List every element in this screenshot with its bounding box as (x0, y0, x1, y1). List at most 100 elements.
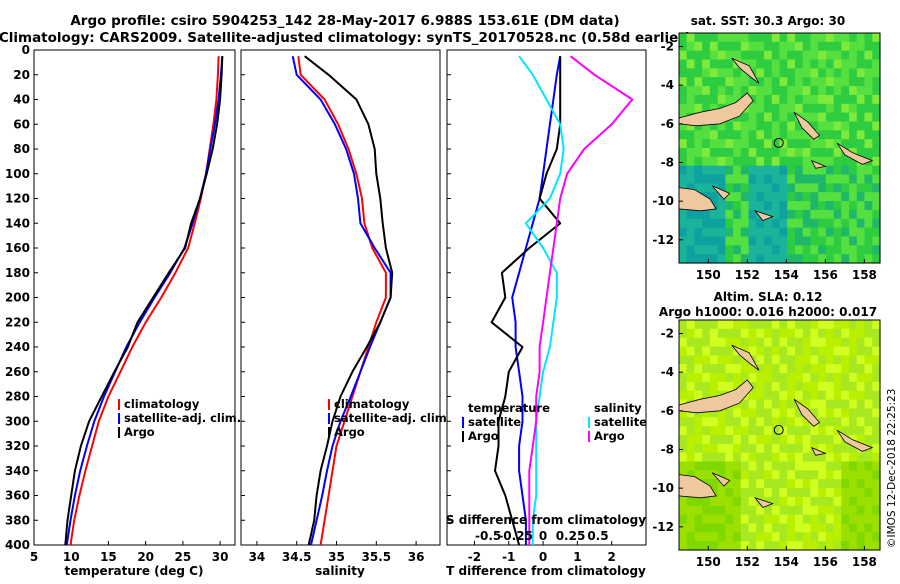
x-tick-label: 156 (813, 268, 838, 282)
legend-label: satellite-adj. clim. (124, 411, 241, 425)
y-tick-label: -12 (652, 233, 674, 247)
x-top-tick-label: -0.25 (498, 529, 533, 543)
header-line-2: Climatology: CARS2009. Satellite-adjuste… (0, 30, 691, 46)
legend-header-salinity: salinity (594, 401, 642, 415)
x-top-tick-label: 0.25 (556, 529, 586, 543)
difference-panel: -2 -1 0 1 2 -0.5-0.25 0 0.25 0.5 temperature salin… (446, 49, 647, 564)
legend-label: Argo (468, 429, 499, 443)
x-tick-label: 150 (696, 268, 721, 282)
y-tick-label: 140 (5, 216, 30, 230)
landmass (810, 159, 827, 169)
y-tick-label: 60 (13, 117, 30, 131)
y-tick-label: 360 (5, 489, 30, 503)
legend-label: Argo (124, 425, 155, 439)
p1-axes-frame (33, 49, 236, 546)
x-tick-label: -1 (502, 550, 515, 564)
p2-axes-frame (240, 49, 441, 546)
y-tick-label: -8 (661, 442, 674, 456)
x-tick-label: 0 (539, 550, 547, 564)
y-tick-label: 180 (5, 266, 30, 280)
temperature-xlabel: temperature (deg C) (65, 564, 204, 578)
salinity-xlabel: salinity (315, 564, 365, 578)
difference-xlabel-top: S difference from climatology (446, 513, 646, 527)
x-tick-label: 10 (63, 550, 80, 564)
y-tick-label: 40 (13, 93, 30, 107)
y-tick-label: -2 (661, 327, 674, 341)
series-line-salinity-satellite (518, 55, 565, 545)
legend-header-temperature: temperature (468, 401, 550, 415)
x-tick-label: 36 (408, 550, 425, 564)
legend-label: Argo (594, 429, 625, 443)
y-tick-label: -10 (652, 194, 674, 208)
x-tick-label: 5 (30, 550, 38, 564)
series-line-argo (304, 55, 394, 546)
x-tick-label: 152 (735, 268, 760, 282)
y-tick-label: 0 (22, 43, 30, 57)
sst-map-panel: 150 152 154 156 158 -2 -4 -6 -8 -10 -12 (652, 32, 881, 282)
m2-frame (678, 319, 881, 551)
landmass (836, 429, 874, 452)
x-tick-label: 156 (813, 555, 838, 569)
y-tick-label: -6 (661, 117, 674, 131)
y-tick-label: 300 (5, 414, 30, 428)
y-tick-label: -6 (661, 404, 674, 418)
landmass (678, 379, 754, 414)
legend-label: satellite (468, 415, 521, 429)
landmass (731, 344, 760, 371)
x-tick-label: 2 (608, 550, 616, 564)
legend-label: satellite-adj. clim. (334, 411, 451, 425)
temperature-panel: 0 20 40 60 80 100 120 140 160 180 200 220 240 260 280 3… (5, 43, 241, 564)
y-tick-label: 80 (13, 142, 30, 156)
landmass (793, 398, 821, 427)
x-tick-label: 34 (249, 550, 266, 564)
y-tick-label: 20 (13, 68, 30, 82)
sla-map-title-2: Argo h1000: 0.016 h2000: 0.017 (659, 305, 877, 319)
landmass (711, 472, 731, 487)
m1-field (679, 33, 881, 264)
landmass (836, 142, 874, 165)
y-tick-label: 260 (5, 365, 30, 379)
y-tick-label: 160 (5, 241, 30, 255)
series-line-salinity-argo (528, 55, 634, 545)
x-tick-label: 1 (573, 550, 581, 564)
y-tick-label: 120 (5, 192, 30, 206)
series-line-argo (64, 56, 224, 546)
m1-landmasses (678, 57, 874, 221)
m1-frame (678, 32, 881, 264)
y-tick-label: 340 (5, 464, 30, 478)
y-tick-label: 380 (5, 513, 30, 527)
x-tick-label: 158 (852, 268, 877, 282)
series-line-climatology (297, 56, 387, 546)
series-line-satellite-adj-clim- (65, 56, 224, 546)
x-tick-label: 35 (328, 550, 345, 564)
landmass (753, 209, 774, 221)
x-tick-label: 25 (175, 550, 192, 564)
x-tick-label: 15 (100, 550, 117, 564)
x-tick-label: 30 (212, 550, 229, 564)
x-tick-label: 150 (696, 555, 721, 569)
y-tick-label: 220 (5, 315, 30, 329)
y-tick-label: 100 (5, 167, 30, 181)
y-tick-label: 400 (5, 538, 30, 552)
y-tick-label: 240 (5, 340, 30, 354)
legend-label: Argo (334, 425, 365, 439)
y-tick-label: 280 (5, 390, 30, 404)
x-tick-label: 34.5 (282, 550, 312, 564)
sla-map-title-1: Altim. SLA: 0.12 (714, 290, 823, 304)
x-tick-label: 154 (774, 555, 799, 569)
legend-label: climatology (124, 397, 200, 411)
x-top-tick-label: 0.5 (587, 529, 608, 543)
landmass (711, 185, 731, 200)
legend-label: climatology (334, 397, 410, 411)
x-top-tick-label: -0.5 (475, 529, 501, 543)
x-tick-label: -2 (468, 550, 481, 564)
y-tick-label: -2 (661, 40, 674, 54)
m2-landmasses (678, 344, 874, 508)
header-line-1: Argo profile: csiro 5904253_142 28-May-2… (70, 13, 619, 29)
salinity-panel: 34 34.5 35 35.5 36 climatologysatellite-adj. … (240, 49, 451, 564)
x-tick-label: 35.5 (362, 550, 392, 564)
y-tick-label: -4 (661, 365, 674, 379)
landmass (793, 111, 821, 140)
series-line-climatology (69, 56, 220, 546)
x-tick-label: 20 (137, 550, 154, 564)
